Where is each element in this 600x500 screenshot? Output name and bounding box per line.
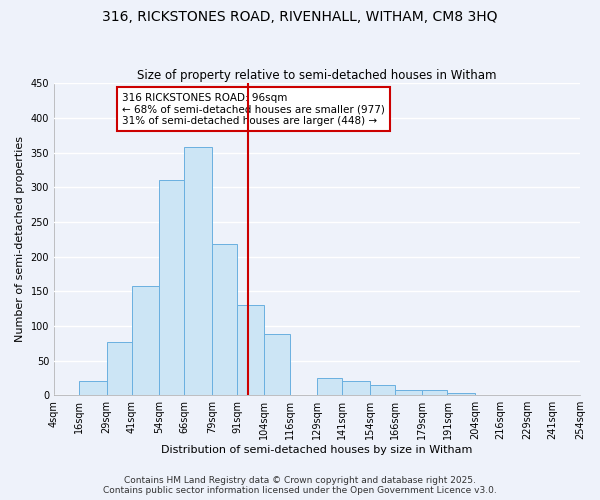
Bar [317, 378, 342, 395]
Bar [237, 305, 265, 395]
Bar [212, 244, 237, 395]
Title: Size of property relative to semi-detached houses in Witham: Size of property relative to semi-detach… [137, 69, 497, 82]
Text: 316 RICKSTONES ROAD: 96sqm
← 68% of semi-detached houses are smaller (977)
31% o: 316 RICKSTONES ROAD: 96sqm ← 68% of semi… [122, 92, 385, 126]
Text: Contains HM Land Registry data © Crown copyright and database right 2025.
Contai: Contains HM Land Registry data © Crown c… [103, 476, 497, 495]
Bar [132, 286, 159, 395]
Bar [159, 180, 184, 395]
Y-axis label: Number of semi-detached properties: Number of semi-detached properties [15, 136, 25, 342]
Bar [184, 147, 212, 395]
Bar [107, 342, 132, 395]
Bar [265, 334, 290, 395]
Bar [422, 390, 448, 395]
Bar [79, 382, 107, 395]
Text: 316, RICKSTONES ROAD, RIVENHALL, WITHAM, CM8 3HQ: 316, RICKSTONES ROAD, RIVENHALL, WITHAM,… [102, 10, 498, 24]
Bar [448, 393, 475, 395]
Bar [342, 382, 370, 395]
X-axis label: Distribution of semi-detached houses by size in Witham: Distribution of semi-detached houses by … [161, 445, 473, 455]
Bar [370, 385, 395, 395]
Bar [395, 390, 422, 395]
